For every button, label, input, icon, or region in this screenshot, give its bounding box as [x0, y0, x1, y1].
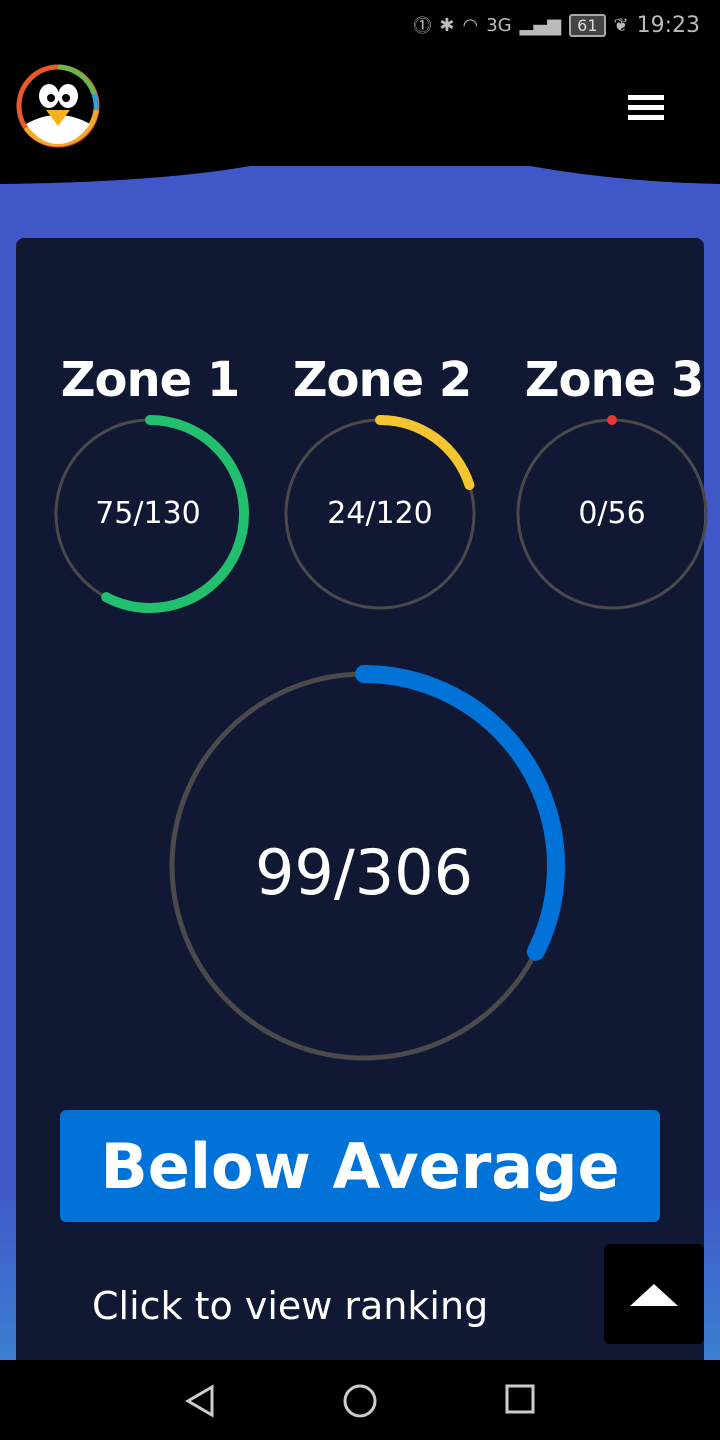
- overall-progress-arc: [163, 665, 565, 1067]
- zone-1-title: Zone 1: [60, 352, 241, 408]
- penguin-logo[interactable]: [16, 64, 100, 148]
- clock: 19:23: [636, 12, 700, 38]
- battery-indicator: 61: [569, 13, 606, 37]
- view-ranking-link[interactable]: Click to view ranking: [92, 1284, 489, 1328]
- overall-value: 99/306: [254, 836, 474, 909]
- header-wave: [0, 150, 720, 184]
- back-icon[interactable]: [184, 1384, 216, 1422]
- scroll-to-top-button[interactable]: [604, 1244, 704, 1344]
- rating-button[interactable]: Below Average: [60, 1110, 660, 1222]
- data-saver-icon: ⓵: [413, 16, 432, 37]
- status-bar: ⓵ ✱ ◠ 3G ▂▄▆ 61 ❦ 19:23: [0, 0, 720, 50]
- home-icon[interactable]: [343, 1384, 377, 1422]
- zone-1-value: 75/130: [95, 496, 201, 531]
- zone-2-value: 24/120: [327, 496, 433, 531]
- zone-2-title: Zone 2: [292, 352, 473, 408]
- zone-3-title: Zone 3: [524, 352, 705, 408]
- wifi-icon: ◠: [462, 14, 479, 36]
- recents-icon[interactable]: [505, 1384, 535, 1418]
- zone-1-progress-arc: [51, 415, 249, 613]
- bluetooth-icon: ✱: [439, 14, 455, 36]
- zone-2-progress-arc: [281, 415, 479, 613]
- zone-3-value: 0/56: [578, 496, 646, 531]
- network-type: 3G: [486, 14, 512, 36]
- hamburger-menu-icon[interactable]: [628, 95, 664, 121]
- zone-3-progress-arc: [513, 415, 711, 613]
- leaf-icon: ❦: [613, 14, 629, 36]
- navigation-bar: [0, 1360, 720, 1440]
- signal-icon: ▂▄▆: [519, 14, 562, 36]
